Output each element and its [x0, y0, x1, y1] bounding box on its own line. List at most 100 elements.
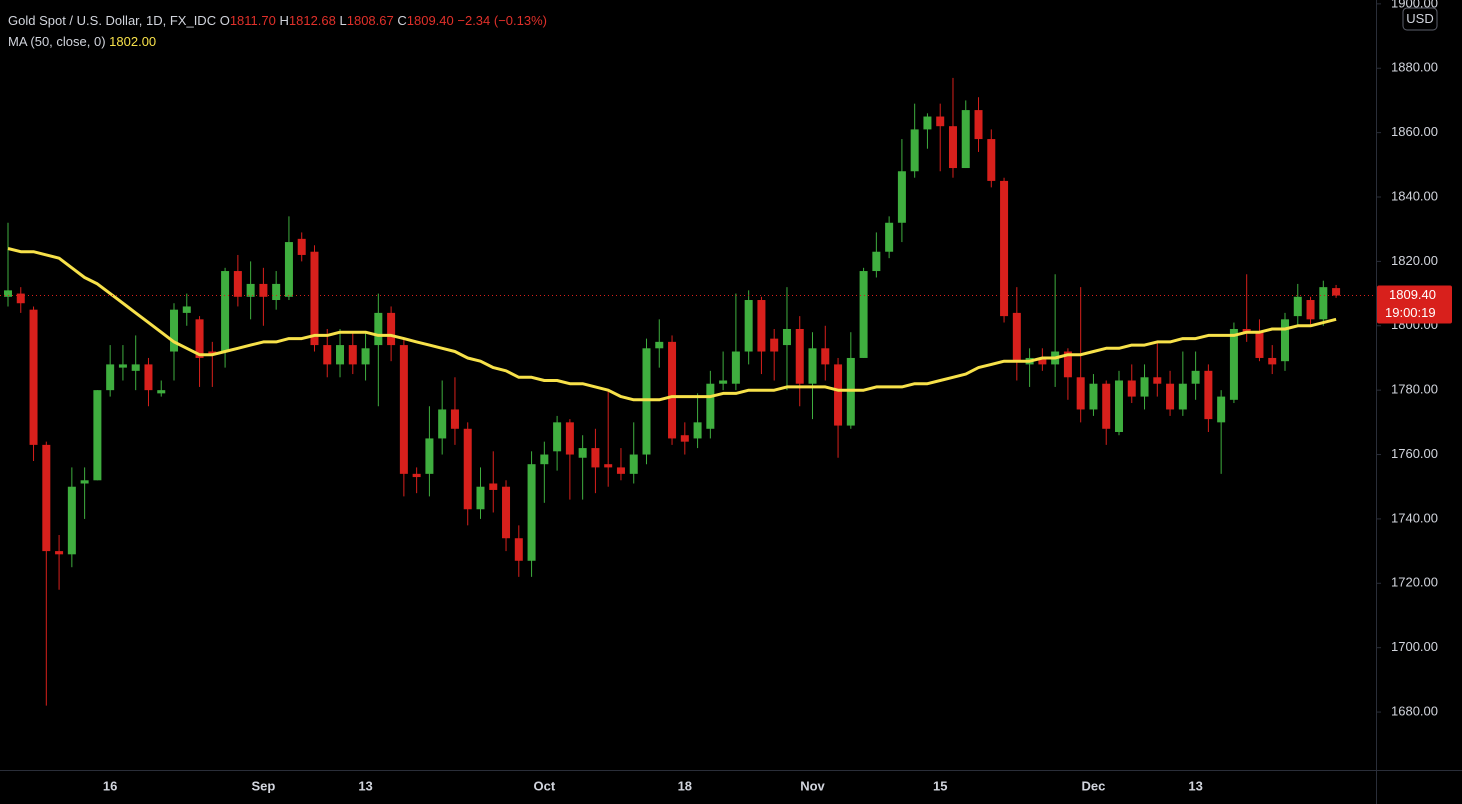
candle-body: [808, 348, 817, 384]
currency-badge: [1402, 7, 1438, 31]
candle-body: [1166, 383, 1175, 410]
y-tick-label: 1900.00: [1391, 0, 1438, 10]
candle-body: [693, 422, 702, 439]
candle-body: [1038, 357, 1047, 365]
candle-body: [1242, 328, 1251, 333]
y-tick-label: 1820.00: [1391, 253, 1438, 268]
candle-body: [182, 306, 191, 313]
candle-body: [910, 129, 919, 172]
candle-body: [936, 116, 945, 127]
candle-body: [859, 271, 868, 358]
candle-body: [80, 480, 89, 484]
candle-body: [106, 364, 115, 391]
candle-body: [323, 345, 332, 365]
ma-row: MA (50, close, 0) 1802.00: [8, 31, 551, 52]
candle-body: [782, 328, 791, 346]
x-tick-label: Dec: [1082, 778, 1106, 793]
countdown: 19:00:19: [1385, 305, 1436, 320]
candle-body: [284, 242, 293, 297]
candle-body: [731, 351, 740, 384]
candle-body: [412, 473, 421, 478]
y-tick-label: 1840.00: [1391, 188, 1438, 203]
candle-body: [885, 222, 894, 252]
ohlc-key: O: [219, 13, 230, 28]
candle-body: [770, 338, 779, 352]
x-tick-label: 16: [103, 778, 117, 793]
candle-body: [1332, 288, 1341, 296]
candle-body: [1293, 296, 1302, 317]
candle-body: [450, 409, 459, 429]
x-tick-label: 13: [1188, 778, 1202, 793]
candle-body: [553, 422, 562, 452]
x-tick-label: Nov: [800, 778, 825, 793]
candle-body: [1268, 357, 1277, 365]
candle-body: [93, 390, 102, 481]
candle-body: [336, 345, 345, 365]
y-tick-label: 1860.00: [1391, 124, 1438, 139]
candle-body: [144, 364, 153, 391]
ohlc-key: L: [339, 13, 347, 28]
candle-body: [374, 312, 383, 346]
candle-body: [948, 126, 957, 169]
y-tick-label: 1740.00: [1391, 510, 1438, 525]
candle-body: [821, 348, 830, 365]
candle-body: [642, 348, 651, 455]
y-tick-label: 1720.00: [1391, 575, 1438, 590]
candle-body: [604, 464, 613, 468]
candle-body: [425, 438, 434, 474]
candle-body: [233, 271, 242, 297]
ma-name: MA (50, close, 0): [8, 34, 106, 49]
x-tick-label: Sep: [251, 778, 275, 793]
candle-body: [961, 110, 970, 169]
candle-body: [1000, 180, 1009, 317]
candle-body: [1229, 328, 1238, 400]
candle-body: [297, 238, 306, 255]
candle-body: [834, 364, 843, 426]
candle-body: [502, 486, 511, 539]
ohlc-key: H: [279, 13, 289, 28]
candle-body: [744, 300, 753, 352]
candle-body: [118, 364, 127, 368]
candle-body: [897, 171, 906, 223]
y-tick-label: 1700.00: [1391, 639, 1438, 654]
candle-body: [629, 454, 638, 474]
last-price-label: 1809.40: [1389, 287, 1436, 302]
candle-body: [680, 435, 689, 442]
candle-body: [387, 312, 396, 346]
x-tick-label: 18: [678, 778, 692, 793]
candle-body: [1076, 377, 1085, 410]
candle-body: [578, 448, 587, 458]
x-tick-label: 15: [933, 778, 947, 793]
candle-body: [1063, 351, 1072, 378]
candle-body: [463, 428, 472, 510]
candle-body: [591, 448, 600, 468]
candle-body: [655, 341, 664, 349]
candle-body: [1102, 383, 1111, 429]
candle-body: [4, 290, 12, 297]
candle-body: [29, 309, 38, 445]
change: −2.34 (−0.13%): [457, 13, 547, 28]
y-tick-label: 1680.00: [1391, 703, 1438, 718]
y-tick-label: 1880.00: [1391, 60, 1438, 75]
candle-body: [246, 283, 255, 297]
candle-body: [668, 341, 677, 439]
candle-body: [1178, 383, 1187, 410]
ohlc-value: 1811.70: [229, 13, 276, 28]
candle-body: [438, 409, 447, 439]
candle-body: [872, 251, 881, 272]
candle-body: [757, 300, 766, 352]
candle-body: [1012, 312, 1021, 362]
candle-body: [310, 251, 319, 346]
ma-value: 1802.00: [109, 34, 157, 49]
ohlc-row: Gold Spot / U.S. Dollar, 1D, FX_IDC O181…: [8, 10, 551, 31]
candle-body: [489, 483, 498, 490]
candle-body: [527, 464, 536, 561]
ma-line: [7, 247, 1337, 402]
candle-body: [719, 380, 728, 384]
candle-body: [16, 293, 25, 304]
candle-body: [565, 422, 574, 455]
title: Gold Spot / U.S. Dollar, 1D, FX_IDC: [8, 13, 217, 28]
candle-body: [1319, 287, 1328, 320]
